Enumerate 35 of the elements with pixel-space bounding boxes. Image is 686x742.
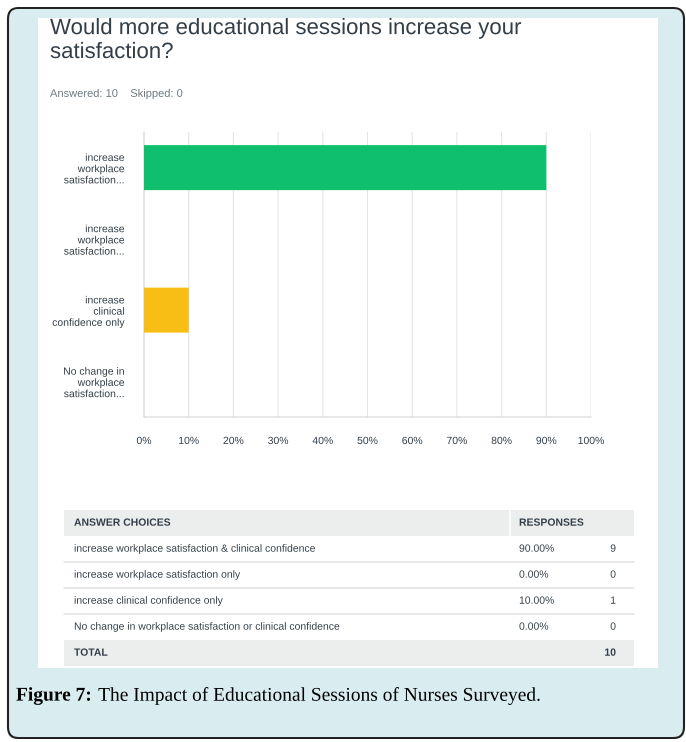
x-tick-label: 40% bbox=[312, 436, 333, 444]
text: 10.00% bbox=[520, 596, 554, 604]
text: 9 bbox=[610, 544, 616, 552]
text: 0.00% bbox=[519, 570, 548, 578]
text: 0 bbox=[610, 622, 616, 630]
x-tick-label: 60% bbox=[402, 436, 422, 444]
text: increase workplace satisfaction only bbox=[74, 570, 240, 580]
x-tick-label: 50% bbox=[357, 436, 378, 444]
text: increase workplace satisfaction & clinical confidence bbox=[74, 544, 315, 554]
text: 90.00% bbox=[519, 544, 554, 552]
x-tick-label: 30% bbox=[268, 436, 288, 444]
y-tick-label: increase workplace satisfaction... bbox=[64, 224, 124, 255]
text: RESPONSES bbox=[520, 518, 584, 526]
text: increase clinical confidence only bbox=[74, 596, 223, 606]
x-tick-label: 10% bbox=[179, 436, 199, 444]
text: The Impact of Educational Sessions of Nurses Surveyed. bbox=[98, 687, 540, 705]
text: 1 bbox=[611, 596, 616, 604]
x-tick-label: 90% bbox=[536, 436, 556, 444]
x-tick-label: 20% bbox=[224, 436, 244, 444]
text: 0.00% bbox=[519, 622, 548, 630]
x-tick-label: 70% bbox=[447, 436, 467, 444]
text: TOTAL bbox=[74, 648, 108, 656]
text: No change in workplace satisfaction or clinical confidence bbox=[74, 622, 340, 632]
caption: Figure 7: bbox=[16, 687, 90, 705]
x-tick-label: 0% bbox=[136, 436, 152, 444]
y-tick-label: increase clinical confidence only bbox=[52, 296, 125, 328]
text: 10 bbox=[605, 648, 616, 656]
x-tick-label: 80% bbox=[492, 436, 512, 444]
chart-title: Would more educational sessions increase your satisfaction? bbox=[50, 18, 522, 58]
text: ANSWER CHOICES bbox=[74, 518, 170, 526]
chart-subtitle: Answered: 10 Skipped: 0 bbox=[50, 88, 182, 100]
x-tick-label: 100% bbox=[578, 436, 604, 444]
y-tick-label: increase workplace satisfaction... bbox=[64, 153, 124, 184]
text: 0 bbox=[610, 570, 616, 578]
y-tick-label: No change in workplace satisfaction... bbox=[64, 367, 124, 398]
